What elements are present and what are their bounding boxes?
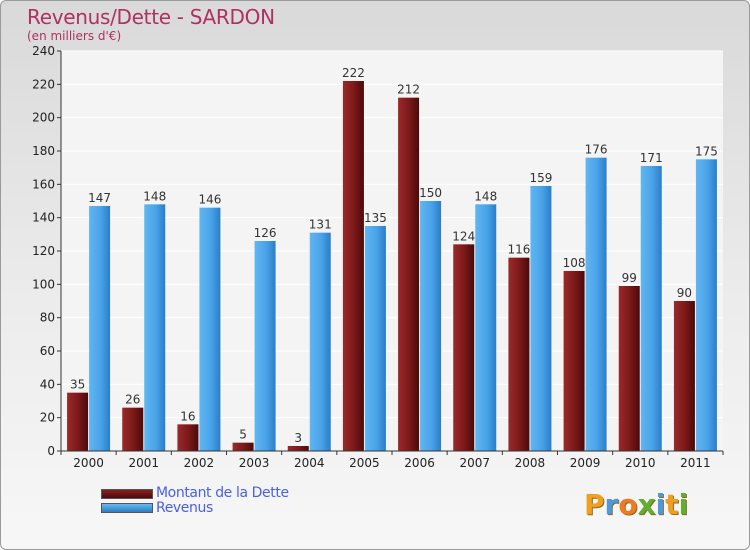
bar-revenus <box>420 201 442 451</box>
data-label: 3 <box>294 431 302 445</box>
bar-dette <box>453 244 475 451</box>
y-tick-label: 160 <box>32 177 55 191</box>
x-tick-label: 2006 <box>404 456 435 470</box>
x-tick-label: 2009 <box>570 456 601 470</box>
legend-label-debt: Montant de la Dette <box>156 485 289 501</box>
x-tick-label: 2002 <box>184 456 215 470</box>
bar-dette <box>398 97 420 452</box>
chart-title: Revenus/Dette - SARDON <box>27 5 275 29</box>
logo-letter: i <box>655 488 666 521</box>
bar-revenus <box>309 232 331 451</box>
y-tick-label: 20 <box>40 411 55 425</box>
bar-dette <box>563 271 585 451</box>
x-tick-label: 2000 <box>73 456 104 470</box>
x-tick-label: 2011 <box>680 456 711 470</box>
data-label: 148 <box>474 189 497 203</box>
data-label: 176 <box>585 143 608 157</box>
bar-revenus <box>364 226 386 451</box>
data-label: 35 <box>70 378 85 392</box>
logo-letter: x <box>637 488 656 521</box>
bar-dette <box>508 257 530 451</box>
x-tick-label: 2005 <box>349 456 380 470</box>
y-tick-label: 120 <box>32 244 55 258</box>
data-label: 99 <box>622 271 637 285</box>
bar-dette <box>342 81 364 451</box>
data-label: 135 <box>364 211 387 225</box>
data-label: 222 <box>342 66 365 80</box>
bar-revenus <box>199 207 221 451</box>
proxiti-logo: Proxiti <box>584 488 688 521</box>
x-tick-label: 2003 <box>239 456 270 470</box>
chart-subtitle: (en milliers d'€) <box>27 29 122 43</box>
data-label: 171 <box>640 151 663 165</box>
legend-swatch-debt <box>101 489 153 499</box>
y-tick-label: 240 <box>32 44 55 58</box>
y-tick-label: 200 <box>32 111 55 125</box>
logo-letter: r <box>604 488 619 521</box>
data-label: 175 <box>695 144 718 158</box>
y-tick-label: 60 <box>40 344 55 358</box>
x-tick-label: 2004 <box>294 456 325 470</box>
bar-revenus <box>640 166 662 451</box>
bar-revenus <box>585 157 607 451</box>
logo-letter: o <box>618 488 638 521</box>
x-tick-label: 2007 <box>459 456 490 470</box>
y-tick-label: 100 <box>32 277 55 291</box>
bar-dette <box>673 301 695 451</box>
data-label: 108 <box>563 256 586 270</box>
y-tick-label: 40 <box>40 377 55 391</box>
logo-letter: t <box>665 488 679 521</box>
data-label: 131 <box>309 218 332 232</box>
data-label: 148 <box>143 189 166 203</box>
bar-revenus <box>475 204 497 451</box>
bar-dette <box>177 424 199 451</box>
bar-dette <box>67 392 89 451</box>
y-tick-label: 220 <box>32 77 55 91</box>
y-tick-label: 140 <box>32 211 55 225</box>
data-label: 16 <box>180 409 195 423</box>
y-tick-label: 0 <box>47 444 55 458</box>
data-label: 146 <box>198 193 221 207</box>
bar-revenus <box>254 241 276 451</box>
data-label: 90 <box>677 286 692 300</box>
bar-revenus <box>695 159 717 452</box>
logo-letter: i <box>678 488 689 521</box>
bar-dette <box>287 446 309 451</box>
y-tick-label: 180 <box>32 144 55 158</box>
data-label: 126 <box>254 226 277 240</box>
data-label: 5 <box>239 428 247 442</box>
legend-label-revenus: Revenus <box>156 500 213 516</box>
y-tick-label: 80 <box>40 311 55 325</box>
logo-letter: P <box>584 488 605 521</box>
x-tick-label: 2001 <box>128 456 159 470</box>
x-tick-label: 2010 <box>625 456 656 470</box>
bar-dette <box>122 407 144 451</box>
bar-dette <box>232 442 254 451</box>
data-label: 147 <box>88 191 111 205</box>
data-label: 124 <box>452 229 475 243</box>
bar-revenus <box>144 204 166 451</box>
data-label: 159 <box>529 171 552 185</box>
bar-dette <box>618 286 640 451</box>
data-label: 116 <box>507 243 530 257</box>
x-tick-label: 2008 <box>515 456 546 470</box>
legend-swatch-revenus <box>101 503 153 513</box>
data-label: 150 <box>419 186 442 200</box>
bar-revenus <box>530 186 552 451</box>
data-label: 212 <box>397 83 420 97</box>
bar-revenus <box>89 206 111 451</box>
data-label: 26 <box>125 393 140 407</box>
